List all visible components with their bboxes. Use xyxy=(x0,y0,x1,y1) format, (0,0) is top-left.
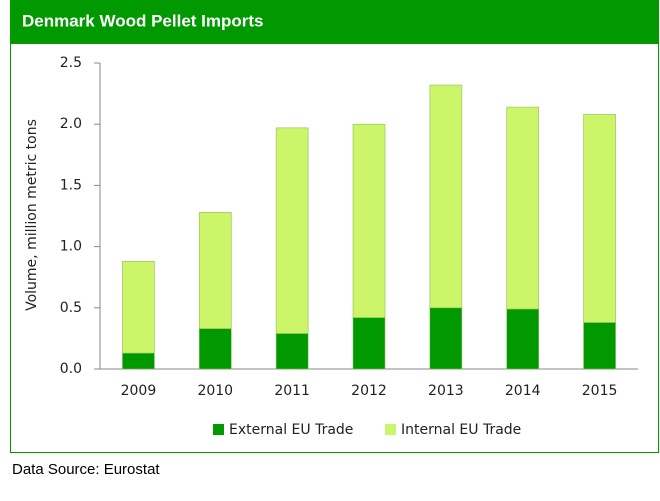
source-note: Data Source: Eurostat xyxy=(12,461,160,478)
x-tick-label: 2012 xyxy=(351,383,387,399)
bar-segment xyxy=(429,307,463,370)
legend-swatch xyxy=(385,424,396,435)
bar-segment xyxy=(583,114,616,323)
legend-label: External EU Trade xyxy=(229,422,353,438)
x-tick-label: 2009 xyxy=(121,383,157,399)
bar-segment xyxy=(275,127,309,334)
bar-segment xyxy=(198,328,232,370)
y-tick-label: 2.0 xyxy=(60,116,82,132)
x-tick-label: 2010 xyxy=(197,383,233,399)
bar-segment xyxy=(122,260,155,354)
y-tick-label: 0.5 xyxy=(60,300,82,316)
bar-segment xyxy=(506,308,540,370)
bar-segment xyxy=(583,322,616,370)
y-tick-label: 2.5 xyxy=(60,55,82,71)
bar-segment xyxy=(352,123,386,318)
bar-segment xyxy=(429,84,463,309)
x-tick-label: 2014 xyxy=(505,383,541,399)
bar-segment xyxy=(122,352,155,370)
header-bar xyxy=(10,0,659,44)
legend-swatch xyxy=(213,424,224,435)
bar-segment xyxy=(352,317,386,370)
chart-title: Denmark Wood Pellet Imports xyxy=(22,11,264,30)
bar-segment xyxy=(198,212,232,329)
y-axis-label: Volume, million metric tons xyxy=(24,119,40,311)
x-tick-label: 2015 xyxy=(582,383,618,399)
chart-frame xyxy=(10,0,659,453)
y-tick-label: 1.5 xyxy=(60,177,82,193)
bar-segment xyxy=(275,333,309,370)
x-tick-label: 2013 xyxy=(428,383,464,399)
legend-label: Internal EU Trade xyxy=(401,422,521,438)
x-tick-label: 2011 xyxy=(274,383,310,399)
y-tick-label: 1.0 xyxy=(60,239,82,255)
y-tick-label: 0.0 xyxy=(60,361,82,377)
bar-segment xyxy=(506,106,540,310)
